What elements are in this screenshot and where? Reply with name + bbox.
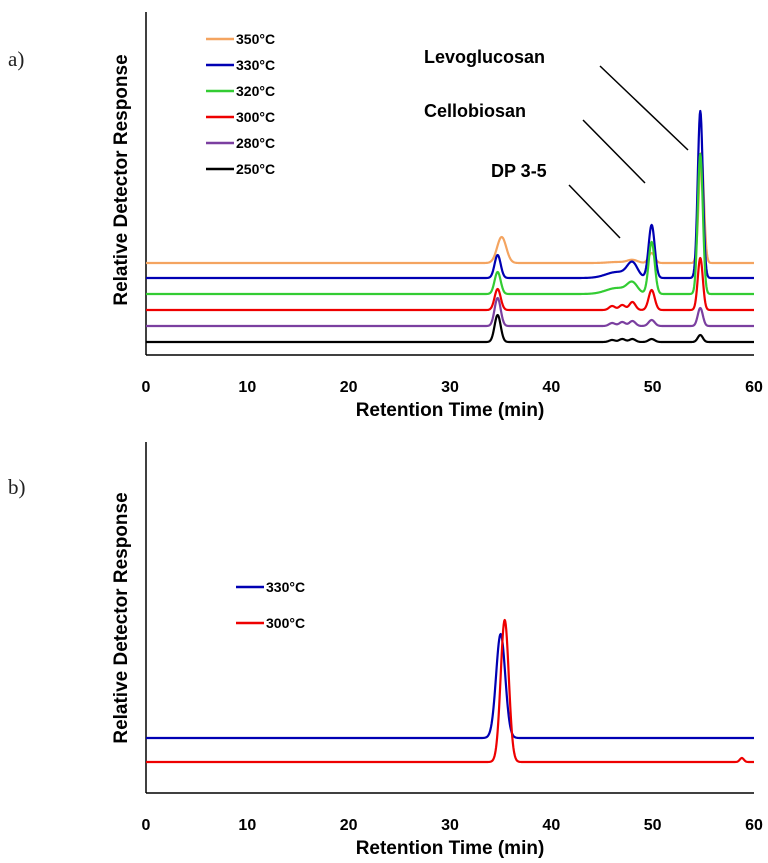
x-tick-label: 60 (745, 817, 763, 834)
annotation-levoglucosan-leader (599, 65, 689, 151)
x-tick-label: 0 (142, 817, 151, 834)
panel-b-x-ticks: 0 10 20 30 40 50 60 (142, 817, 763, 834)
annotation-levoglucosan: Levoglucosan (424, 47, 545, 67)
legend-label: 350°C (236, 31, 275, 47)
panel-b-legend: 330°C 300°C (236, 579, 305, 631)
x-tick-label: 40 (542, 817, 560, 834)
x-tick-label: 20 (340, 817, 358, 834)
series-line (145, 256, 755, 312)
annotation-cellobiosan: Cellobiosan (424, 101, 526, 121)
panel-a-x-ticks: 0 10 20 30 40 50 60 (142, 379, 763, 396)
panel-a-x-axis-title: Retention Time (min) (356, 400, 545, 421)
legend-label: 320°C (236, 83, 275, 99)
series-line (145, 618, 755, 764)
series-line (145, 152, 755, 296)
x-tick-label: 0 (142, 379, 151, 396)
panel-b-label: b) (8, 475, 26, 499)
x-tick-label: 60 (745, 379, 763, 396)
legend-label: 300°C (236, 109, 275, 125)
panel-a-label: a) (8, 47, 24, 71)
legend-label: 280°C (236, 135, 275, 151)
x-tick-label: 30 (441, 379, 459, 396)
panel-b-series (145, 618, 755, 764)
panel-a-y-axis-title: Relative Detector Response (111, 54, 132, 305)
annotation-cellobiosan-leader (582, 119, 646, 184)
series-line (145, 313, 755, 344)
annotation-dp-3-5: DP 3-5 (491, 161, 547, 181)
legend-label: 330°C (266, 579, 305, 595)
legend-label: 330°C (236, 57, 275, 73)
panel-a-series (145, 109, 755, 344)
panel-b-y-axis-title: Relative Detector Response (111, 492, 132, 743)
x-tick-label: 50 (644, 817, 662, 834)
legend-label: 300°C (266, 615, 305, 631)
legend-label: 250°C (236, 161, 275, 177)
x-tick-label: 20 (340, 379, 358, 396)
annotation-dp-3-5-leader (568, 184, 621, 239)
series-line (145, 151, 755, 265)
panel-b-x-axis-title: Retention Time (min) (356, 838, 545, 859)
series-line (145, 296, 755, 328)
panel-a: a) Relative Detector Response 0 10 20 30 40 5… (8, 12, 763, 421)
series-line (145, 109, 755, 280)
x-tick-label: 30 (441, 817, 459, 834)
x-tick-label: 10 (238, 379, 256, 396)
series-line (145, 632, 755, 740)
x-tick-label: 40 (542, 379, 560, 396)
panel-b: b) Relative Detector Response 0 10 20 30 40 5… (8, 442, 763, 859)
x-tick-label: 50 (644, 379, 662, 396)
panel-a-legend: 350°C 330°C 320°C 300°C 280°C 250°C (206, 31, 275, 177)
x-tick-label: 10 (238, 817, 256, 834)
